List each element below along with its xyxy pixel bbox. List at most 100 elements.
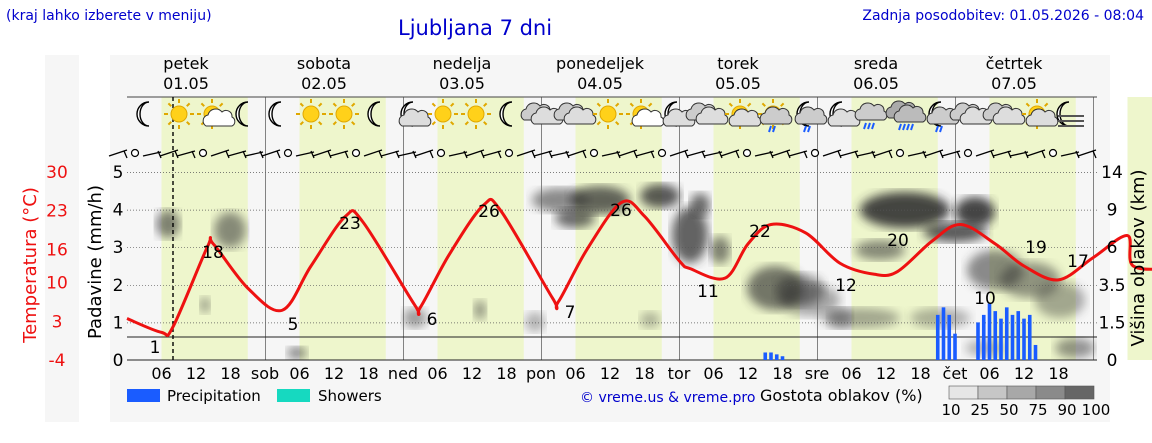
precip-tick: 0 (113, 351, 124, 371)
partly-cloudy-icon (626, 99, 665, 129)
wind-barb-tick (939, 150, 944, 159)
wind-barb-tick (1041, 150, 1046, 159)
moon-shape (367, 101, 381, 127)
sun-icon (428, 99, 458, 129)
calm-wind-icon (810, 148, 820, 158)
temp-tick: 3 (52, 312, 63, 332)
sun-ray (450, 102, 455, 107)
wind-barb-tick (1092, 150, 1097, 159)
moon-rain-icon (794, 101, 828, 133)
wind-barb-tick (276, 150, 281, 159)
sun-ray (167, 102, 172, 107)
cloudy-icon (982, 102, 1026, 125)
cloud-density-swatch (1035, 385, 1066, 400)
temp-min-label: 1 (150, 338, 161, 358)
x-tick-label: tor (668, 364, 691, 383)
wind-barb-tick (463, 150, 468, 159)
cloud-shape (992, 106, 1026, 125)
wind-barb-tick (395, 150, 400, 159)
wind-barb-tick (786, 150, 791, 159)
wind-barb-tick (769, 150, 774, 159)
day-date: 03.05 (439, 74, 485, 93)
sun-disc (467, 105, 485, 123)
precip-bar (1016, 311, 1021, 360)
precip-bar (981, 314, 986, 360)
fog-icon (1056, 101, 1084, 127)
wind-barb-icon (142, 151, 162, 157)
sun-ray (464, 121, 469, 126)
wind-barb-tick (990, 150, 995, 159)
x-tick-label: 12 (600, 364, 620, 383)
sun-ray (615, 102, 620, 107)
wind-barb-tick (1075, 150, 1080, 159)
temp-max-label: 20 (887, 231, 909, 251)
temp-min-label: 5 (288, 315, 299, 335)
wind-barb-tick (718, 150, 723, 159)
wind-barb-tick (803, 150, 808, 159)
cloud-patch (640, 184, 680, 208)
temperature-series (126, 197, 1152, 337)
wind-barb-tick (633, 150, 638, 159)
x-tick-label: sre (805, 364, 829, 383)
cloud-patch (1035, 282, 1085, 318)
x-tick-label: 06 (841, 364, 861, 383)
sun-disc (434, 105, 452, 123)
cloud-density-label: 90 (1057, 401, 1076, 419)
rain-drop (906, 123, 910, 131)
precip-bar (976, 322, 980, 360)
left-panel (45, 55, 79, 422)
showers-legend-label: Showers (318, 387, 382, 405)
sun-ray (332, 121, 337, 126)
wind-barb-icon (703, 151, 723, 157)
precipitation-bars (763, 303, 1038, 360)
sun-icon (329, 99, 359, 129)
x-tick-label: 18 (910, 364, 930, 383)
wind-barb-icon (448, 151, 468, 157)
sun-ray (648, 102, 653, 107)
temperature-line (126, 197, 1152, 337)
sun-ray (780, 102, 785, 107)
x-tick-label: 12 (876, 364, 896, 383)
axes: -431016233001234501.53.56914Temperatura … (20, 163, 1149, 383)
wind-barb-tick (327, 150, 332, 159)
temp-max-label: 17 (1067, 252, 1089, 272)
cloud-density-label: 50 (999, 401, 1018, 419)
cloud-layer (156, 184, 1095, 359)
cloud-patch (156, 210, 180, 238)
cloud-patch (555, 208, 595, 228)
x-tick-label: 06 (979, 364, 999, 383)
cloud-density-label: 75 (1028, 401, 1047, 419)
moon-cloud-icon (827, 101, 861, 127)
cloud-axis-title: Višina oblakov (km) (1128, 169, 1149, 346)
wind-barb-tick (956, 150, 961, 159)
precip-tick: 1 (113, 313, 124, 333)
precip-legend-swatch (127, 389, 160, 402)
cloud-shape (563, 106, 597, 125)
wind-barb-tick (259, 150, 264, 159)
sun-ray (450, 121, 455, 126)
precip-bar (769, 352, 773, 360)
precip-bar (941, 307, 946, 360)
temp-min-label: 11 (697, 282, 719, 302)
cloud-height-tick: 14 (1101, 163, 1123, 183)
cloud-height-tick: 9 (1107, 201, 1118, 221)
last-updated: Zadnja posodobitev: 01.05.2026 - 08:04 (862, 8, 1144, 24)
cloud-legend-title: Gostota oblakov (%) (760, 386, 923, 405)
day-date: 06.05 (853, 74, 899, 93)
precip-bar (953, 333, 957, 360)
sun-ray (332, 102, 337, 107)
temp-tick: 16 (46, 240, 68, 260)
wind-barb-tick (548, 150, 553, 159)
day-name: torek (717, 54, 759, 73)
x-tick-label: 12 (738, 364, 758, 383)
sun-disc (302, 105, 320, 123)
wind-barb-icon (907, 151, 927, 157)
x-tick-label: 06 (151, 364, 171, 383)
sun-ray (167, 121, 172, 126)
precip-bar (999, 318, 1003, 360)
cloud-patch (403, 308, 427, 328)
rain-drop (871, 122, 875, 130)
wind-barb-tick (225, 150, 230, 159)
rain-drop (803, 125, 807, 133)
x-tick-label: 06 (703, 364, 723, 383)
